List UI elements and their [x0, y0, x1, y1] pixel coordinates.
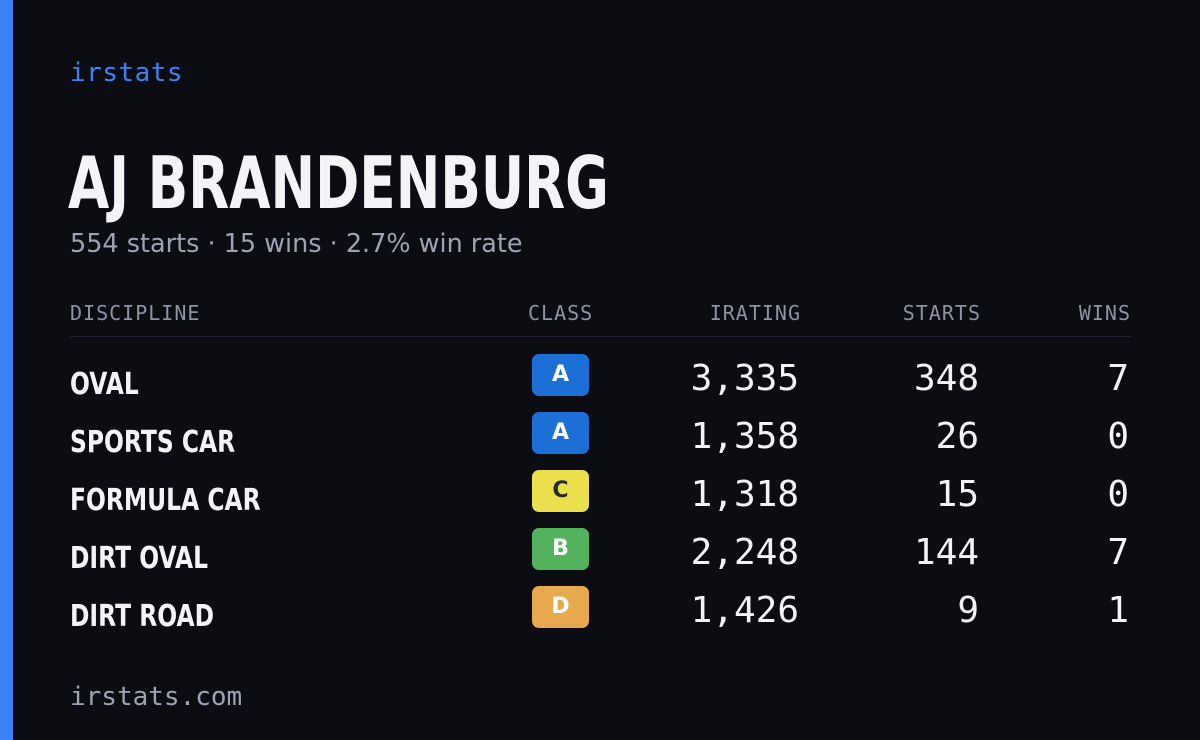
starts-value: 9 — [957, 590, 979, 631]
wins-value: 7 — [1107, 532, 1129, 573]
table-row: OVAL A 3,335 348 7 — [70, 354, 1131, 404]
table-row: DIRT OVAL B 2,248 144 7 — [70, 528, 1131, 578]
table-row: DIRT ROAD D 1,426 9 1 — [70, 586, 1131, 636]
table-row: SPORTS CAR A 1,358 26 0 — [70, 412, 1131, 462]
irating-value: 1,358 — [690, 416, 799, 457]
header-discipline: DISCIPLINE — [70, 301, 201, 325]
discipline-label: OVAL — [70, 367, 139, 402]
discipline-label: DIRT OVAL — [70, 541, 209, 576]
irating-value: 3,335 — [690, 358, 799, 399]
header-starts: STARTS — [902, 301, 981, 325]
table-row: FORMULA CAR C 1,318 15 0 — [70, 470, 1131, 520]
starts-value: 15 — [935, 474, 979, 515]
starts-value: 26 — [935, 416, 979, 457]
footer-url: irstats.com — [70, 682, 243, 712]
irating-value: 2,248 — [690, 532, 799, 573]
wins-value: 7 — [1107, 358, 1129, 399]
class-badge: A — [532, 412, 589, 454]
table-header: DISCIPLINE CLASS IRATING STARTS WINS — [70, 300, 1131, 326]
driver-summary: 554 starts · 15 wins · 2.7% win rate — [70, 229, 523, 259]
driver-name: AJ BRANDENBURG — [68, 141, 609, 225]
irating-value: 1,426 — [690, 590, 799, 631]
class-badge: D — [532, 586, 589, 628]
accent-bar — [0, 0, 13, 740]
starts-value: 144 — [913, 532, 979, 573]
header-class: CLASS — [528, 301, 594, 325]
wins-value: 0 — [1107, 416, 1129, 457]
discipline-label: FORMULA CAR — [70, 483, 261, 518]
class-badge: A — [532, 354, 589, 396]
wins-value: 0 — [1107, 474, 1129, 515]
class-badge: B — [532, 528, 589, 570]
wins-value: 1 — [1107, 590, 1129, 631]
irating-value: 1,318 — [690, 474, 799, 515]
header-irating: IRATING — [709, 301, 801, 325]
header-divider — [70, 336, 1131, 337]
header-wins: WINS — [1078, 301, 1131, 325]
discipline-label: DIRT ROAD — [70, 599, 215, 634]
class-badge: C — [532, 470, 589, 512]
starts-value: 348 — [913, 358, 979, 399]
discipline-label: SPORTS CAR — [70, 425, 236, 460]
brand-logo-text: irstats — [70, 58, 184, 88]
